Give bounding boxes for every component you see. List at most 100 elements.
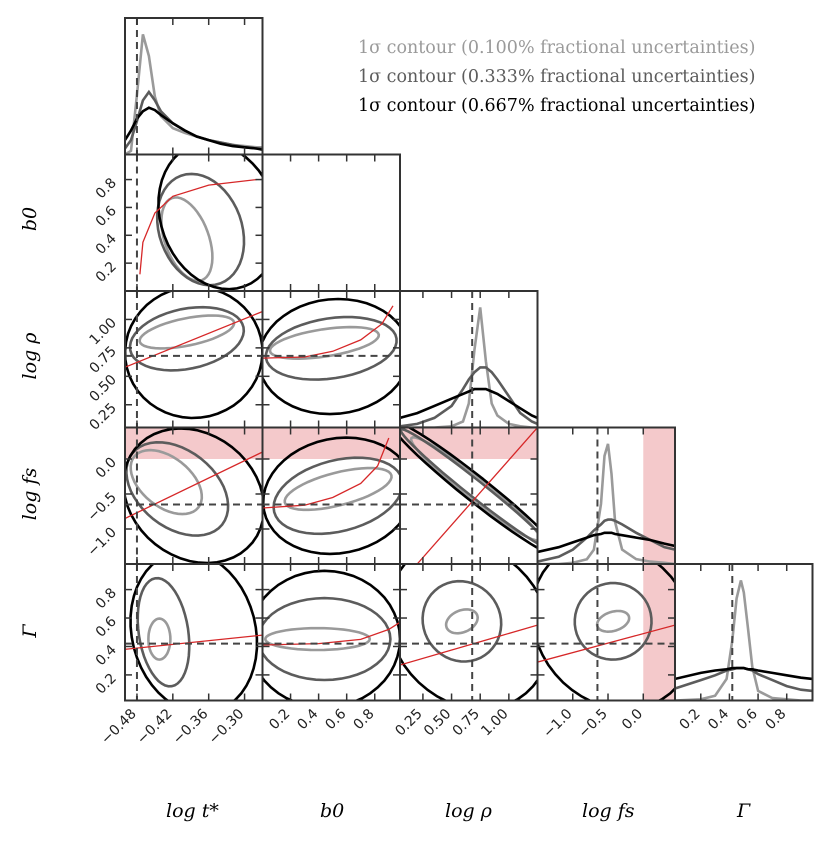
x-tick-label-log fs: 0.0: [619, 706, 646, 733]
contour-b0-vs-Γ: [263, 626, 372, 652]
legend-entry-0.333: 1σ contour (0.333% fractional uncertaint…: [358, 67, 756, 87]
trend-line-b0-vs-log ρ: [262, 305, 394, 359]
x-tick-label-Γ: 0.4: [705, 706, 732, 733]
x-tick-label-log t*: −0.42: [134, 706, 176, 748]
x-tick-label-log fs: −1.0: [540, 706, 575, 741]
trend-line-log t*-vs-b0: [139, 178, 257, 275]
contour-log ρ-vs-Γ: [400, 564, 538, 701]
x-tick-label-log t*: −0.30: [206, 706, 248, 748]
y-tick-label-b0: 0.6: [93, 203, 120, 230]
y-tick-label-log fs: 0.0: [93, 455, 120, 482]
y-axis-label-gamma: Γ: [19, 624, 41, 638]
legend-entry-0.667: 1σ contour (0.667% fractional uncertaint…: [358, 96, 756, 116]
x-tick-label-b0: 0.2: [266, 706, 293, 733]
y-tick-label-log ρ: 0.50: [86, 372, 119, 405]
contour-log t*-vs-b0: [160, 196, 214, 283]
contour-log t*-vs-log fs: [129, 448, 204, 516]
contour-log t*-vs-log fs: [125, 427, 263, 564]
contour-log ρ-vs-Γ: [444, 608, 480, 635]
y-tick-label-log ρ: 0.75: [86, 343, 119, 376]
y-tick-label-log fs: −0.5: [84, 490, 119, 525]
trend-line-log ρ-vs-Γ: [400, 624, 538, 666]
marginal-log t*-series-1: [125, 89, 263, 150]
trend-line-log t*-vs-log ρ: [125, 310, 263, 368]
x-tick-label-log fs: −0.5: [575, 706, 610, 741]
marginal-log fs-series-1: [537, 518, 675, 563]
contour-log fs-vs-Γ: [573, 581, 653, 661]
contour-log t*-vs-b0: [155, 172, 246, 287]
marks-group: [125, 18, 734, 701]
x-axis-label-b0: b0: [320, 800, 345, 822]
x-tick-label-log ρ: 0.75: [450, 706, 483, 739]
marginal-log fs-series-0: [537, 443, 675, 564]
panel-frame-b0-b0: [261, 153, 401, 292]
y-tick-label-Γ: 0.6: [93, 613, 120, 640]
trend-line-log fs-vs-Γ: [537, 624, 675, 663]
x-tick-label-log ρ: 0.25: [392, 706, 425, 739]
x-tick-label-Γ: 0.8: [762, 706, 789, 733]
y-tick-label-log fs: −1.0: [84, 525, 119, 560]
y-axis-label-log-fs: log fs: [19, 467, 41, 521]
contour-b0-vs-log ρ: [262, 297, 400, 416]
contour-log t*-vs-Γ: [147, 617, 172, 661]
panel-frame-log ρ-Γ: [399, 563, 539, 702]
marginal-log ρ-series-2: [400, 387, 538, 420]
y-tick-label-log ρ: 1.00: [86, 315, 119, 348]
x-tick-label-Γ: 0.6: [734, 706, 761, 733]
marginal-log t*-series-2: [125, 106, 263, 151]
contour-b0-vs-Γ: [262, 569, 400, 701]
marginal-log ρ-series-1: [400, 366, 538, 428]
legend: 1σ contour (0.100% fractional uncertaint…: [358, 34, 755, 121]
contour-log t*-vs-Γ: [129, 564, 259, 701]
contour-log t*-vs-log ρ: [128, 305, 246, 372]
x-tick-label-b0: 0.4: [294, 706, 321, 733]
contour-group: [125, 34, 813, 701]
x-axis-label-log-fs: log fs: [582, 800, 635, 822]
y-axis-label-log-rho: log ρ: [19, 332, 41, 380]
contour-b0-vs-log ρ: [268, 325, 381, 361]
x-tick-label-Γ: 0.2: [677, 706, 704, 733]
contour-log t*-vs-log ρ: [138, 314, 236, 350]
y-axis-label-b0: b0: [19, 206, 41, 232]
contour-log fs-vs-Γ: [595, 609, 631, 634]
legend-entry-0.100: 1σ contour (0.100% fractional uncertaint…: [358, 38, 756, 58]
y-tick-label-Γ: 0.4: [93, 642, 120, 669]
x-axis-label-gamma: Γ: [737, 800, 751, 822]
trend-line-log ρ-vs-log fs: [416, 427, 538, 564]
y-tick-label-Γ: 0.8: [93, 585, 120, 612]
marginal-Γ-series-0: [675, 580, 813, 701]
x-tick-label-log t*: −0.48: [98, 706, 140, 748]
trend-line-log t*-vs-log fs: [125, 451, 263, 520]
trend-line-b0-vs-Γ: [262, 621, 400, 646]
contour-b0-vs-Γ: [262, 596, 392, 682]
panel-frame-b0-log ρ: [261, 290, 401, 429]
contour-log t*-vs-Γ: [136, 576, 191, 688]
x-tick-label-b0: 0.6: [322, 706, 349, 733]
panel-frame-Γ-Γ: [674, 563, 814, 702]
x-tick-label-log t*: −0.36: [170, 706, 212, 748]
contour-log t*-vs-log fs: [125, 440, 230, 537]
marginal-Γ-series-2: [675, 666, 813, 681]
contour-log t*-vs-b0: [157, 154, 263, 291]
contour-log fs-vs-Γ: [537, 564, 675, 701]
y-tick-label-b0: 0.8: [93, 175, 120, 202]
marginal-log fs-series-2: [537, 531, 675, 554]
y-tick-label-b0: 0.4: [93, 231, 120, 258]
trend-line-b0-vs-log fs: [262, 437, 390, 509]
contour-b0-vs-log ρ: [264, 315, 398, 381]
y-tick-label-log ρ: 0.25: [86, 400, 119, 433]
x-tick-label-log ρ: 0.50: [421, 706, 454, 739]
trend-line-log t*-vs-Γ: [125, 634, 263, 650]
panel-frames: [124, 17, 814, 702]
y-tick-label-b0: 0.2: [93, 259, 120, 286]
contour-log ρ-vs-Γ: [421, 579, 503, 663]
contour-log ρ-vs-log fs: [400, 427, 538, 545]
contour-b0-vs-log fs: [283, 466, 393, 512]
y-tick-label-Γ: 0.2: [93, 670, 120, 697]
contour-log ρ-vs-log fs: [400, 427, 538, 550]
contour-b0-vs-log fs: [272, 456, 400, 536]
marginal-Γ-series-1: [675, 666, 813, 693]
x-axis-label-log-t: log t*: [166, 800, 219, 822]
x-tick-label-b0: 0.8: [351, 706, 378, 733]
